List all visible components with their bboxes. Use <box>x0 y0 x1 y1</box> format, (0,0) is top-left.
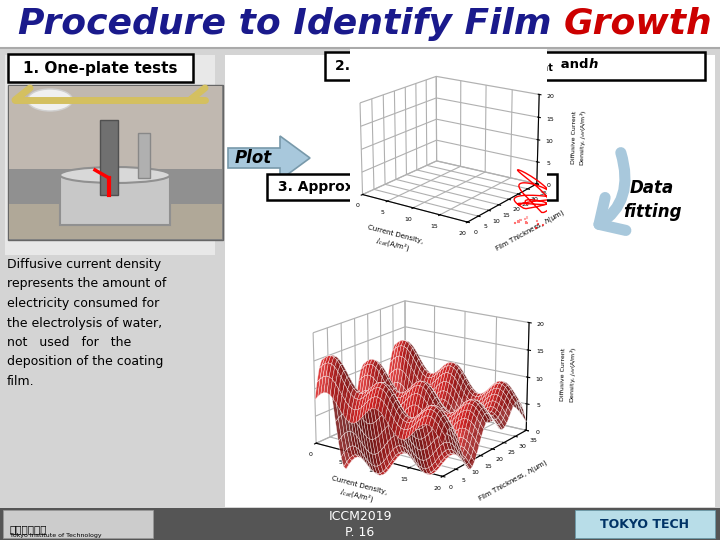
FancyArrowPatch shape <box>599 153 626 231</box>
Y-axis label: Film Thickness, $h$(μm): Film Thickness, $h$(μm) <box>476 458 550 504</box>
Text: h: h <box>589 57 598 71</box>
Bar <box>0 48 720 508</box>
Text: Model: Model <box>713 7 720 41</box>
Text: dif: dif <box>510 63 525 73</box>
Bar <box>0 508 720 540</box>
Bar <box>100 120 118 195</box>
Ellipse shape <box>27 89 73 111</box>
Text: 1. One-plate tests: 1. One-plate tests <box>23 60 177 76</box>
Text: Tokyo Institute of Technology: Tokyo Institute of Technology <box>10 534 102 538</box>
X-axis label: Current Density,
$j_{cat}$(A/m²): Current Density, $j_{cat}$(A/m²) <box>364 224 424 256</box>
Text: TOKYO TECH: TOKYO TECH <box>600 517 690 530</box>
Text: Growth: Growth <box>564 7 713 41</box>
Text: Plot: Plot <box>235 149 271 167</box>
Bar <box>8 54 193 82</box>
Bar <box>225 255 715 507</box>
Y-axis label: Film Thickness, $h$(μm): Film Thickness, $h$(μm) <box>493 207 567 254</box>
Bar <box>575 510 715 538</box>
Polygon shape <box>228 136 310 180</box>
Text: 2. Scatter diagram of: 2. Scatter diagram of <box>335 59 512 73</box>
Bar <box>9 86 222 170</box>
Bar <box>9 204 222 239</box>
Bar <box>3 510 153 538</box>
Bar <box>9 169 222 204</box>
Bar <box>267 174 557 200</box>
Text: Data
fitting: Data fitting <box>623 179 681 221</box>
Bar <box>0 0 720 48</box>
Text: Diffusive current density
represents the amount of
electricity consumed for
the : Diffusive current density represents the… <box>7 258 166 388</box>
Ellipse shape <box>60 167 170 183</box>
Text: and: and <box>556 57 593 71</box>
Text: ICCM2019
P. 16: ICCM2019 P. 16 <box>328 510 392 538</box>
Text: Procedure to Identify Film: Procedure to Identify Film <box>18 7 564 41</box>
Bar <box>138 133 150 178</box>
Text: 3. Approximated surface: 3. Approximated surface <box>278 180 472 194</box>
Bar <box>8 85 223 240</box>
Bar <box>225 55 715 255</box>
X-axis label: Current Density,
$j_{cat}$(A/m²): Current Density, $j_{cat}$(A/m²) <box>328 475 388 508</box>
Text: 東京工業大学: 東京工業大学 <box>10 524 48 534</box>
Text: j: j <box>531 57 536 71</box>
Text: cat: cat <box>537 63 554 73</box>
Bar <box>5 55 215 255</box>
Bar <box>325 52 705 80</box>
Text: j: j <box>503 57 508 71</box>
Bar <box>60 175 170 225</box>
Text: ,: , <box>525 57 530 71</box>
